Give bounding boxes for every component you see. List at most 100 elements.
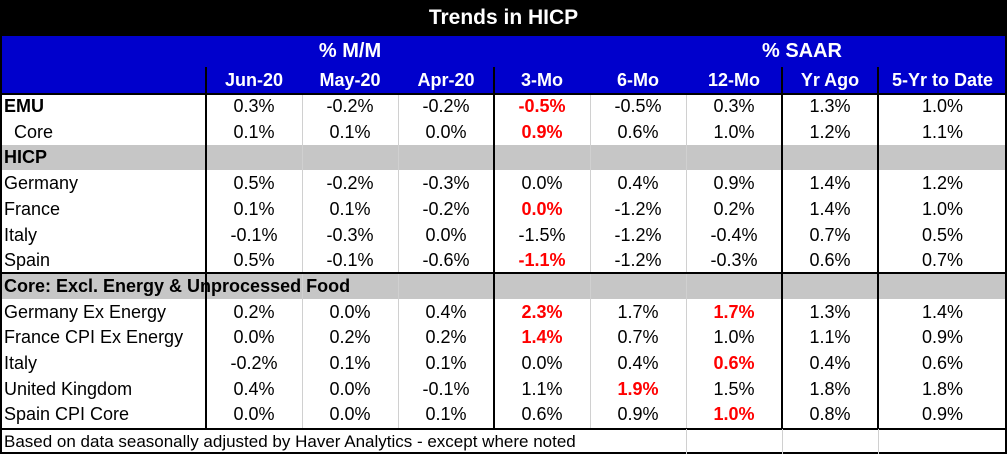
table-row: Spain 0.5% -0.1% -0.6% -1.1% -1.2% -0.3% 0.6% 0.… bbox=[0, 248, 1007, 273]
group-header-mm: % M/M bbox=[318, 40, 382, 62]
table-cell: -0.6% bbox=[422, 250, 470, 271]
row-label: Italy bbox=[4, 224, 38, 245]
row-label: EMU bbox=[4, 96, 44, 116]
table-cell: -1.2% bbox=[614, 198, 662, 219]
column-header: Jun-20 bbox=[224, 70, 284, 90]
table-row: Spain CPI Core 0.0% 0.0% 0.1% 0.6% 0.9% 1.0% 0.… bbox=[0, 402, 1007, 427]
table-cell: -0.2% bbox=[230, 353, 278, 373]
bottom-rule bbox=[0, 452, 1007, 454]
divider-line bbox=[877, 67, 879, 429]
table-cell: -1.2% bbox=[614, 250, 662, 271]
column-header: Yr Ago bbox=[800, 70, 860, 90]
table-cell: 1.1% bbox=[809, 327, 851, 348]
header-rule bbox=[0, 93, 1007, 95]
row-label: Core: Excl. Energy & Unprocessed Food bbox=[4, 275, 351, 296]
table-cell: 0.6% bbox=[713, 353, 755, 373]
table-cell: 0.0% bbox=[425, 121, 467, 142]
table-cell: 0.5% bbox=[233, 173, 275, 194]
table-cell: 0.4% bbox=[809, 353, 851, 373]
table-cell: 0.0% bbox=[233, 327, 275, 348]
divider-line bbox=[205, 67, 207, 429]
table-cell: 0.5% bbox=[233, 250, 275, 271]
table-cell: 0.1% bbox=[329, 198, 371, 219]
table-cell: 1.7% bbox=[713, 301, 755, 322]
grid-line bbox=[686, 429, 687, 454]
column-header: 12-Mo bbox=[707, 70, 760, 90]
table-cell: -0.5% bbox=[518, 96, 566, 116]
grid-line bbox=[686, 94, 687, 429]
footer-rule bbox=[0, 428, 1007, 430]
table-cell: 0.0% bbox=[233, 404, 275, 425]
row-label: Germany bbox=[4, 173, 79, 194]
table-cell: 0.9% bbox=[921, 327, 964, 348]
section-rule bbox=[0, 272, 1007, 274]
footer-text: Based on data seasonally adjusted by Hav… bbox=[4, 432, 576, 451]
divider-line bbox=[493, 67, 495, 429]
row-label: Core bbox=[4, 121, 54, 142]
table-cell: 1.8% bbox=[921, 378, 964, 399]
table-cell: 0.8% bbox=[809, 404, 851, 425]
table-cell: 1.0% bbox=[713, 121, 755, 142]
table-cell: 0.1% bbox=[233, 198, 275, 219]
footer-note: Based on data seasonally adjusted by Hav… bbox=[0, 429, 1007, 454]
table-cell: 0.6% bbox=[617, 121, 659, 142]
table-cell: 0.9% bbox=[521, 121, 563, 142]
table-cell: 0.1% bbox=[329, 353, 371, 373]
table-cell: 1.4% bbox=[809, 173, 851, 194]
column-header: Apr-20 bbox=[417, 70, 475, 90]
table-cell: 1.2% bbox=[809, 121, 851, 142]
table-cell: 1.8% bbox=[809, 378, 851, 399]
row-label: Spain bbox=[4, 250, 51, 271]
table-cell: 2.3% bbox=[521, 301, 563, 322]
table-cell: 0.7% bbox=[921, 250, 964, 271]
table-cell: 0.2% bbox=[425, 327, 467, 348]
table-cell: 0.3% bbox=[233, 96, 275, 116]
table-cell: 0.4% bbox=[233, 378, 275, 399]
grid-line bbox=[782, 429, 783, 454]
table-cell: 0.3% bbox=[713, 96, 755, 116]
table-cell: 1.0% bbox=[713, 404, 755, 425]
table-row: United Kingdom 0.4% 0.0% -0.1% 1.1% 1.9% 1.5% 1… bbox=[0, 377, 1007, 402]
table-cell: 0.9% bbox=[617, 404, 659, 425]
row-label: Germany Ex Energy bbox=[4, 301, 167, 322]
row-label: France CPI Ex Energy bbox=[4, 327, 184, 348]
table-cell: -0.3% bbox=[422, 173, 470, 194]
table-row: Germany 0.5% -0.2% -0.3% 0.0% 0.4% 0.9% 1.4% 1.2… bbox=[0, 171, 1007, 196]
table-cell: 0.6% bbox=[921, 353, 964, 373]
table-cell: 1.0% bbox=[713, 327, 755, 348]
table-cell: -0.4% bbox=[710, 224, 758, 245]
table-row: France CPI Ex Energy 0.0% 0.2% 0.2% 1.4% 0.7%… bbox=[0, 325, 1007, 350]
table-cell: 1.1% bbox=[521, 378, 563, 399]
table-cell: -0.3% bbox=[326, 224, 374, 245]
table-cell: 0.6% bbox=[809, 250, 851, 271]
table-cell: -0.1% bbox=[230, 224, 278, 245]
table-cell: 0.0% bbox=[329, 378, 371, 399]
group-header-bar bbox=[0, 36, 1007, 67]
table-cell: 0.1% bbox=[233, 121, 275, 142]
column-header: May-20 bbox=[319, 70, 381, 90]
row-label: France bbox=[4, 198, 61, 219]
table-cell: 0.7% bbox=[617, 327, 659, 348]
table-row: France 0.1% 0.1% -0.2% 0.0% -1.2% 0.2% 1.4% 1.0% bbox=[0, 197, 1007, 222]
divider-line bbox=[781, 67, 783, 429]
table-cell: 0.0% bbox=[521, 353, 563, 373]
row-label: United Kingdom bbox=[4, 378, 133, 399]
table-cell: 0.9% bbox=[713, 173, 755, 194]
table-cell: 1.0% bbox=[921, 198, 964, 219]
table-cell: -0.2% bbox=[326, 173, 374, 194]
table-cell: 1.5% bbox=[713, 378, 755, 399]
column-header: 6-Mo bbox=[617, 70, 659, 90]
section-row: Core: Excl. Energy & Unprocessed Food bbox=[0, 273, 1007, 299]
table-cell: 1.7% bbox=[617, 301, 659, 322]
table-cell: 0.1% bbox=[425, 353, 467, 373]
table-cell: 0.2% bbox=[329, 327, 371, 348]
table-cell: -0.1% bbox=[422, 378, 470, 399]
table-cell: 1.4% bbox=[921, 301, 964, 322]
column-header: 3-Mo bbox=[521, 70, 563, 90]
table-cell: 0.9% bbox=[921, 404, 964, 425]
group-header-saar: % SAAR bbox=[761, 40, 842, 62]
table-title: Trends in HICP bbox=[0, 0, 1007, 36]
table-row: Italy -0.1% -0.3% 0.0% -1.5% -1.2% -0.4% 0.7% 0.… bbox=[0, 223, 1007, 248]
table-cell: -1.1% bbox=[518, 250, 566, 271]
